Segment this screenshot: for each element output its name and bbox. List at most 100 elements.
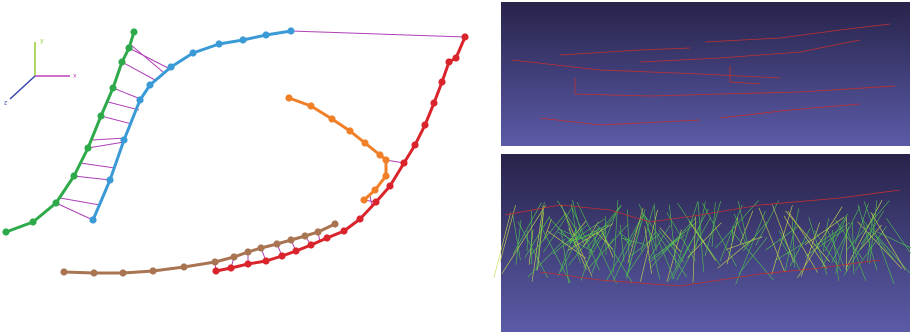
- curve-point: [212, 267, 220, 275]
- curve-point: [287, 27, 295, 35]
- match-line: [869, 200, 878, 265]
- match-line: [669, 204, 677, 269]
- match-line: [591, 213, 617, 274]
- match-line: [560, 228, 570, 284]
- curve-point: [430, 99, 438, 107]
- curve-point: [90, 269, 98, 277]
- match-line: [843, 210, 885, 276]
- match-line: [854, 203, 869, 244]
- curve-point: [89, 216, 97, 224]
- match-line: [648, 224, 671, 261]
- match-line: [677, 202, 698, 263]
- curve-point: [314, 228, 322, 236]
- curve-point: [118, 58, 126, 66]
- match-line: [812, 222, 850, 248]
- match-line: [566, 219, 581, 264]
- match-line: [568, 223, 614, 251]
- match-line: [666, 229, 682, 282]
- curve-point: [109, 84, 117, 92]
- curve-point: [106, 176, 114, 184]
- match-line: [548, 217, 573, 244]
- match-line: [650, 218, 696, 269]
- curve-point: [421, 121, 429, 129]
- match-line: [553, 224, 588, 255]
- red-curve: [215, 36, 467, 273]
- match-line: [717, 237, 755, 269]
- match-line: [672, 208, 709, 280]
- curve-point: [356, 215, 364, 223]
- curve-point: [262, 31, 270, 39]
- match-line: [607, 238, 614, 249]
- match-line: [845, 227, 867, 282]
- match-line: [858, 224, 883, 251]
- match-line: [877, 236, 911, 274]
- match-line: [543, 205, 574, 253]
- match-line: [620, 237, 645, 245]
- match-line: [580, 229, 599, 281]
- curve-point: [120, 136, 128, 144]
- match-line: [824, 213, 848, 252]
- match-line: [543, 218, 552, 241]
- match-line: [774, 239, 810, 262]
- match-line: [659, 227, 682, 253]
- match-line: [857, 204, 878, 271]
- curve-point: [215, 40, 223, 48]
- match-line: [697, 201, 704, 272]
- match-line: [827, 229, 845, 267]
- curve-point: [386, 182, 394, 190]
- curve-point: [167, 63, 175, 71]
- curve-point: [136, 96, 144, 104]
- match-line: [526, 230, 528, 251]
- match-line: [539, 223, 571, 284]
- match-line: [846, 200, 890, 251]
- curve-point: [70, 172, 78, 180]
- match-line: [619, 224, 625, 263]
- green-curve: [5, 31, 136, 234]
- axes-icon: y x z: [4, 38, 77, 107]
- curve-points: [2, 27, 469, 277]
- match-line: [771, 205, 793, 275]
- match-line: [547, 230, 587, 259]
- match-line: [787, 210, 828, 269]
- curve-point: [382, 156, 390, 164]
- curve-point: [340, 227, 348, 235]
- curve-point: [211, 258, 219, 266]
- match-line: [565, 219, 605, 246]
- match-line: [867, 212, 874, 263]
- match-line: [814, 230, 842, 272]
- match-line: [731, 230, 774, 281]
- red-lines: [511, 23, 896, 126]
- match-line: [800, 222, 820, 277]
- match-line: [512, 214, 521, 260]
- curve-point: [346, 127, 354, 135]
- curve-point: [307, 102, 315, 110]
- match-line: [666, 212, 696, 261]
- match-line: [870, 211, 906, 271]
- curve-point: [2, 228, 10, 236]
- curves: [5, 29, 467, 275]
- x-label: x: [73, 73, 77, 80]
- curve-point: [372, 198, 380, 206]
- match-line: [627, 207, 644, 264]
- z-label: z: [4, 100, 7, 107]
- curve-point: [285, 94, 293, 102]
- match-line: [530, 213, 567, 255]
- match-line: [808, 217, 828, 275]
- match-line: [715, 200, 759, 249]
- match-line: [822, 217, 829, 252]
- curve-point: [331, 220, 339, 228]
- match-line: [645, 216, 660, 280]
- curve-point: [257, 244, 265, 252]
- curve-point: [244, 260, 252, 268]
- curve-point: [180, 263, 188, 271]
- curve-point: [328, 115, 336, 123]
- orange-curve: [288, 96, 388, 202]
- match-line: [785, 210, 830, 262]
- match-line: [742, 221, 768, 252]
- curve-point: [307, 241, 315, 249]
- curve-point: [130, 28, 138, 36]
- match-line: [656, 236, 675, 280]
- curve-point: [97, 112, 105, 120]
- match-line: [644, 226, 652, 274]
